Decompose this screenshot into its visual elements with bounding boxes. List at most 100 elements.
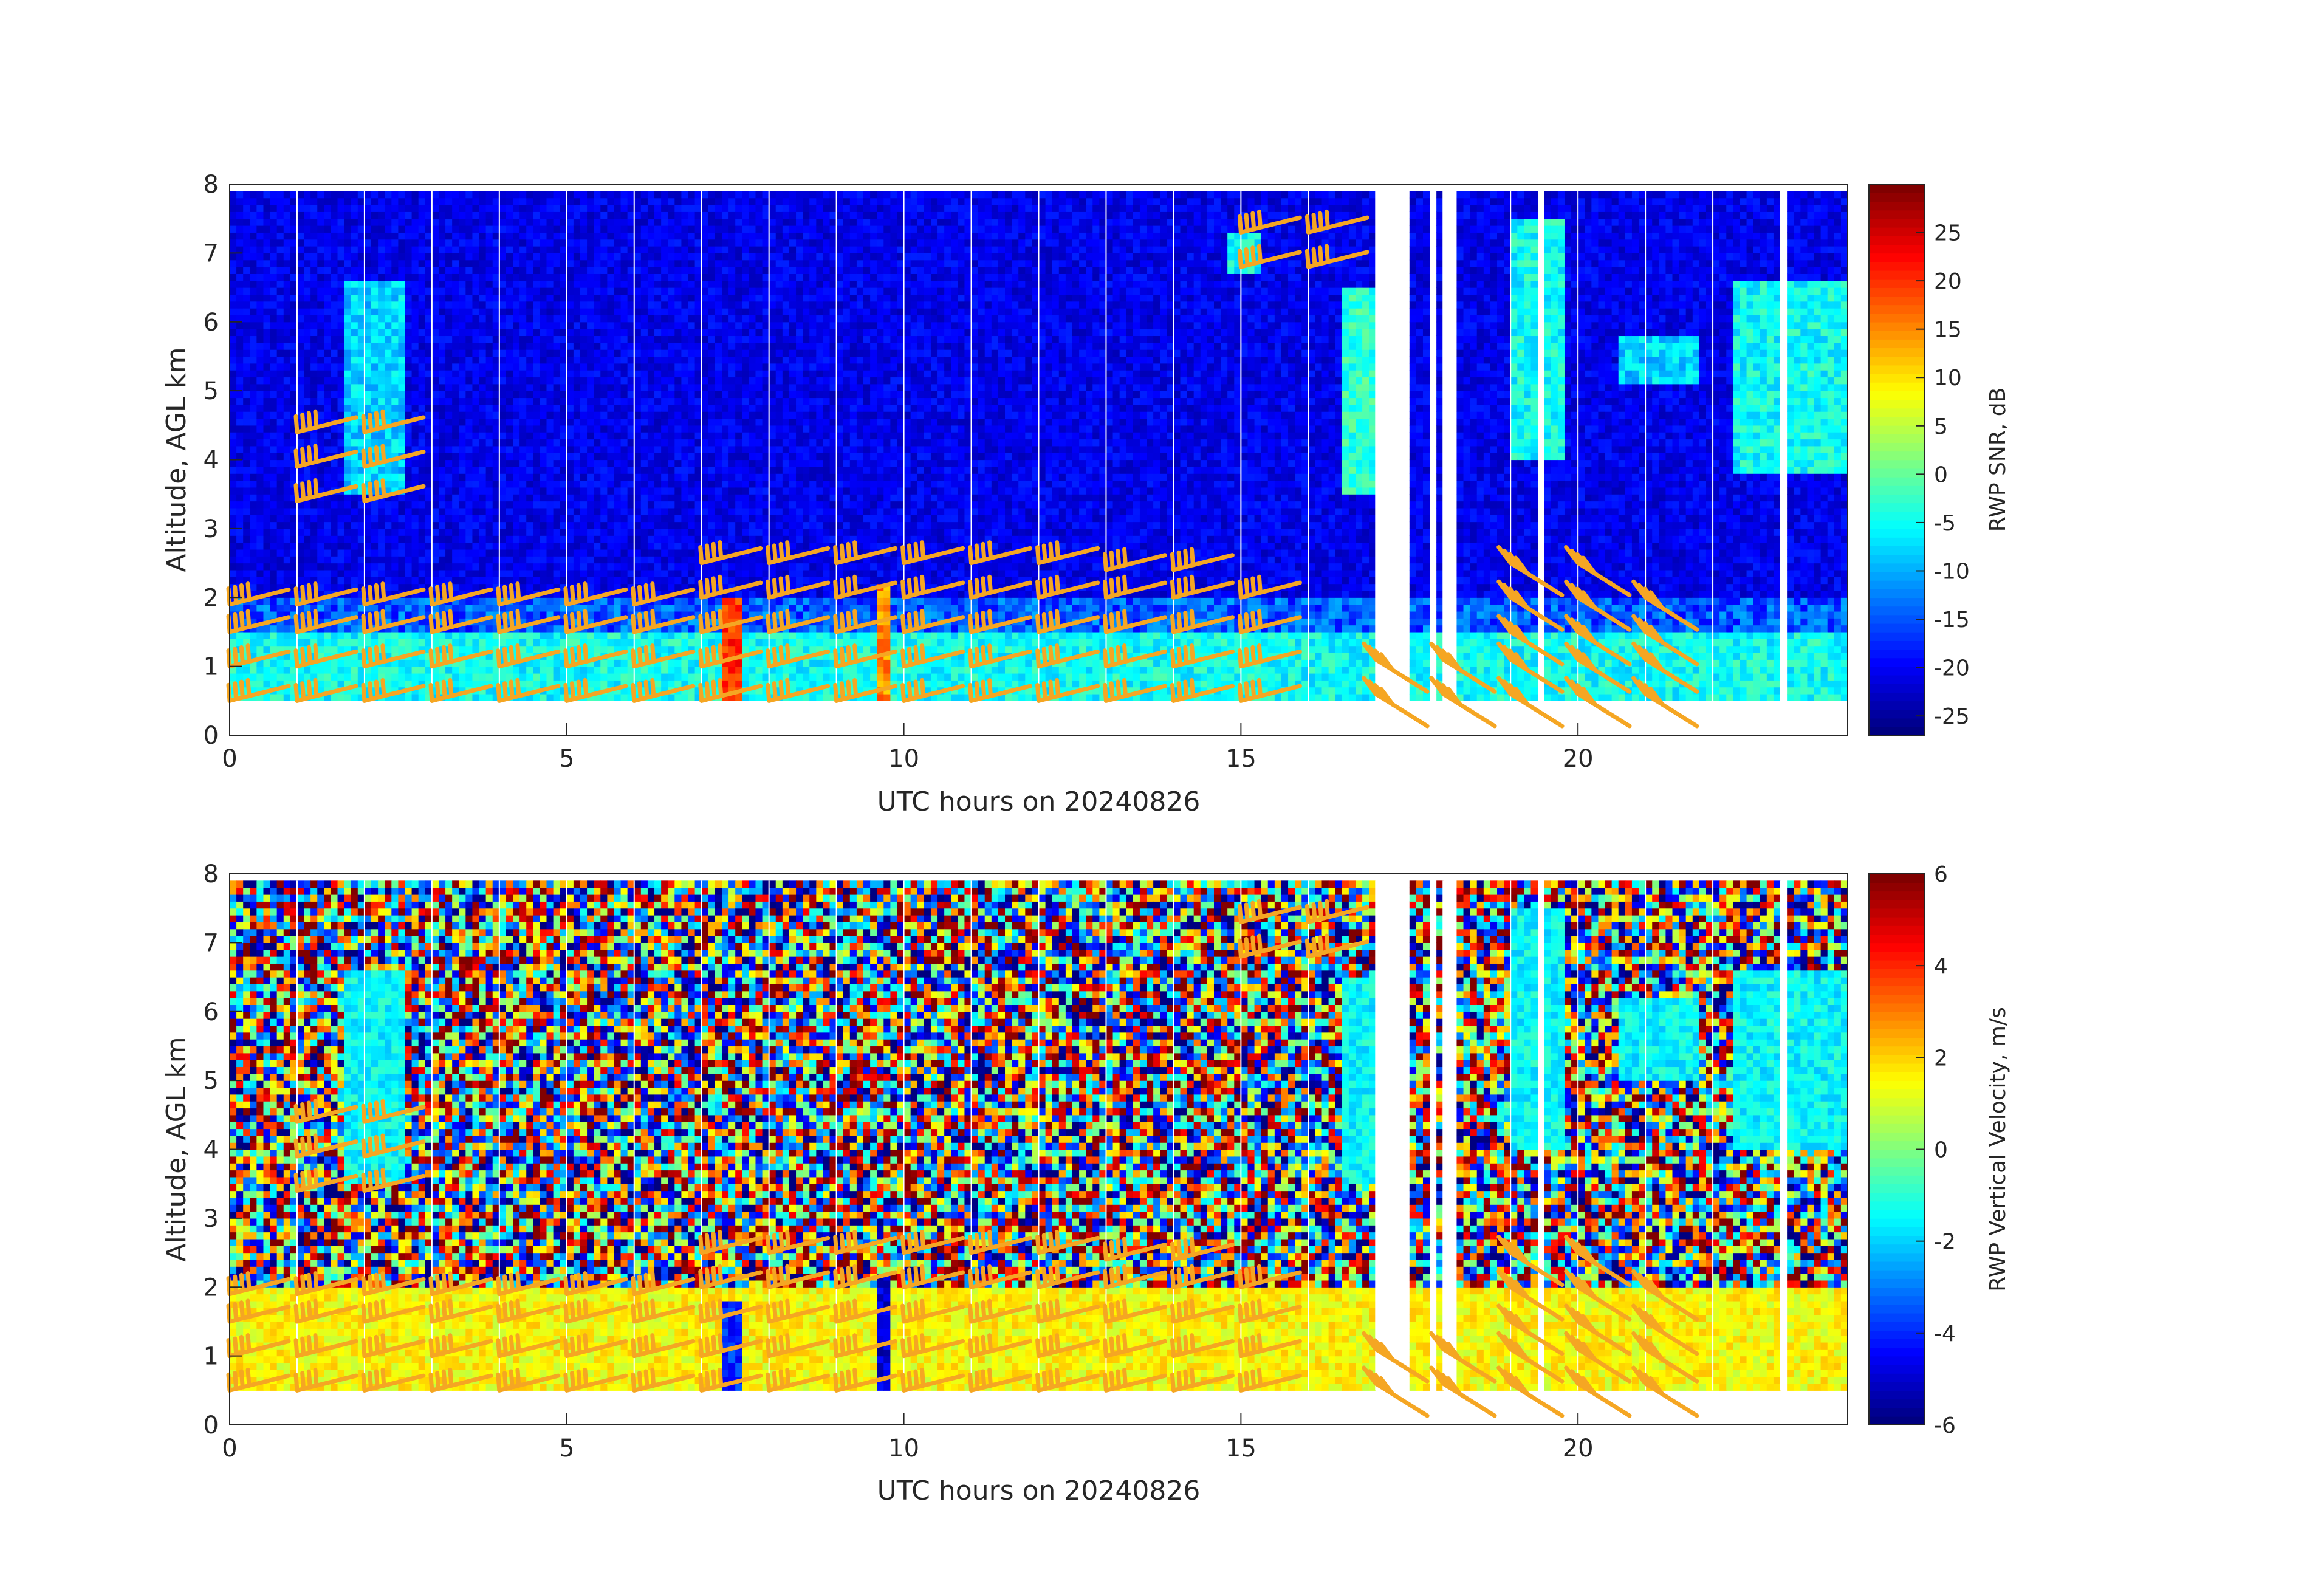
- heatmap-cell: [499, 659, 507, 667]
- heatmap-cell: [587, 287, 594, 295]
- heatmap-cell: [533, 611, 541, 619]
- heatmap-cell: [526, 439, 533, 447]
- heatmap-cell: [411, 515, 419, 523]
- heatmap-cell: [270, 267, 278, 274]
- heatmap-cell: [600, 287, 608, 295]
- heatmap-cell: [594, 363, 601, 371]
- heatmap-cell: [364, 569, 372, 577]
- heatmap-cell: [290, 205, 298, 212]
- heatmap-cell: [607, 335, 615, 343]
- heatmap-cell: [465, 232, 473, 240]
- heatmap-cell: [236, 205, 244, 212]
- heatmap-cell: [452, 329, 459, 337]
- heatmap-cell: [600, 301, 608, 309]
- heatmap-cell: [310, 569, 318, 577]
- heatmap-cell: [492, 480, 500, 488]
- heatmap-cell: [594, 225, 601, 233]
- heatmap-cell: [519, 535, 527, 543]
- heatmap-cell: [398, 404, 406, 412]
- heatmap-cell: [640, 404, 648, 412]
- heatmap-cell: [270, 205, 278, 212]
- heatmap-cell: [296, 453, 304, 461]
- heatmap-cell: [304, 370, 311, 378]
- heatmap-cell: [324, 563, 332, 571]
- heatmap-cell: [526, 391, 533, 399]
- heatmap-cell: [270, 645, 278, 653]
- heatmap-cell: [230, 501, 237, 509]
- heatmap-cell: [587, 205, 594, 212]
- heatmap-cell: [607, 253, 615, 261]
- heatmap-cell: [566, 418, 574, 426]
- heatmap-cell: [580, 294, 588, 302]
- heatmap-cell: [331, 349, 338, 357]
- heatmap-cell: [560, 411, 567, 419]
- heatmap-cell: [668, 294, 675, 302]
- heatmap-cell: [540, 535, 547, 543]
- heatmap-cell: [533, 459, 541, 467]
- heatmap-cell: [276, 528, 284, 536]
- heatmap-cell: [263, 418, 271, 426]
- heatmap-cell: [236, 604, 244, 612]
- heatmap-cell: [425, 370, 433, 378]
- heatmap-cell: [506, 294, 513, 302]
- heatmap-cell: [337, 659, 345, 667]
- heatmap-cell: [243, 418, 250, 426]
- heatmap-cell: [668, 432, 675, 440]
- heatmap-cell: [317, 218, 324, 226]
- heatmap-cell: [540, 259, 547, 267]
- heatmap-cell: [385, 211, 392, 219]
- heatmap-cell: [580, 494, 588, 502]
- heatmap-cell: [405, 631, 413, 639]
- heatmap-cell: [364, 370, 372, 378]
- heatmap-cell: [438, 618, 446, 626]
- heatmap-cell: [304, 191, 311, 199]
- heatmap-cell: [506, 391, 513, 399]
- heatmap-cell: [614, 342, 622, 350]
- heatmap-cell: [499, 280, 507, 288]
- heatmap-cell: [337, 377, 345, 385]
- heatmap-cell: [594, 246, 601, 253]
- heatmap-cell: [398, 659, 406, 667]
- heatmap-cell: [371, 563, 379, 571]
- heatmap-cell: [560, 459, 567, 467]
- heatmap-cell: [519, 577, 527, 585]
- heatmap-cell: [479, 404, 487, 412]
- heatmap-cell: [465, 342, 473, 350]
- heatmap-cell: [459, 645, 466, 653]
- heatmap-cell: [236, 666, 244, 674]
- heatmap-cell: [263, 597, 271, 605]
- heatmap-cell: [243, 246, 250, 253]
- heatmap-cell: [276, 205, 284, 212]
- heatmap-cell: [661, 652, 668, 660]
- heatmap-cell: [479, 349, 487, 357]
- heatmap-cell: [519, 666, 527, 674]
- heatmap-cell: [513, 273, 520, 281]
- heatmap-cell: [634, 487, 642, 495]
- heatmap-cell: [661, 494, 668, 502]
- heatmap-cell: [270, 521, 278, 529]
- heatmap-cell: [425, 425, 433, 433]
- heatmap-cell: [587, 335, 594, 343]
- heatmap-cell: [526, 342, 533, 350]
- heatmap-cell: [620, 631, 628, 639]
- heatmap-cell: [283, 480, 291, 488]
- heatmap-cell: [553, 507, 561, 515]
- heatmap-cell: [540, 521, 547, 529]
- heatmap-cell: [324, 680, 332, 688]
- heatmap-cell: [654, 197, 662, 205]
- heatmap-cell: [681, 604, 689, 612]
- heatmap-cell: [290, 425, 298, 433]
- heatmap-cell: [533, 218, 541, 226]
- heatmap-cell: [485, 370, 493, 378]
- heatmap-cell: [310, 321, 318, 329]
- heatmap-cell: [485, 645, 493, 653]
- heatmap-cell: [533, 604, 541, 612]
- heatmap-cell: [661, 611, 668, 619]
- heatmap-cell: [472, 453, 480, 461]
- heatmap-cell: [627, 329, 635, 337]
- heatmap-cell: [391, 370, 399, 378]
- heatmap-cell: [546, 569, 554, 577]
- heatmap-cell: [634, 267, 642, 274]
- heatmap-cell: [310, 273, 318, 281]
- heatmap-cell: [540, 563, 547, 571]
